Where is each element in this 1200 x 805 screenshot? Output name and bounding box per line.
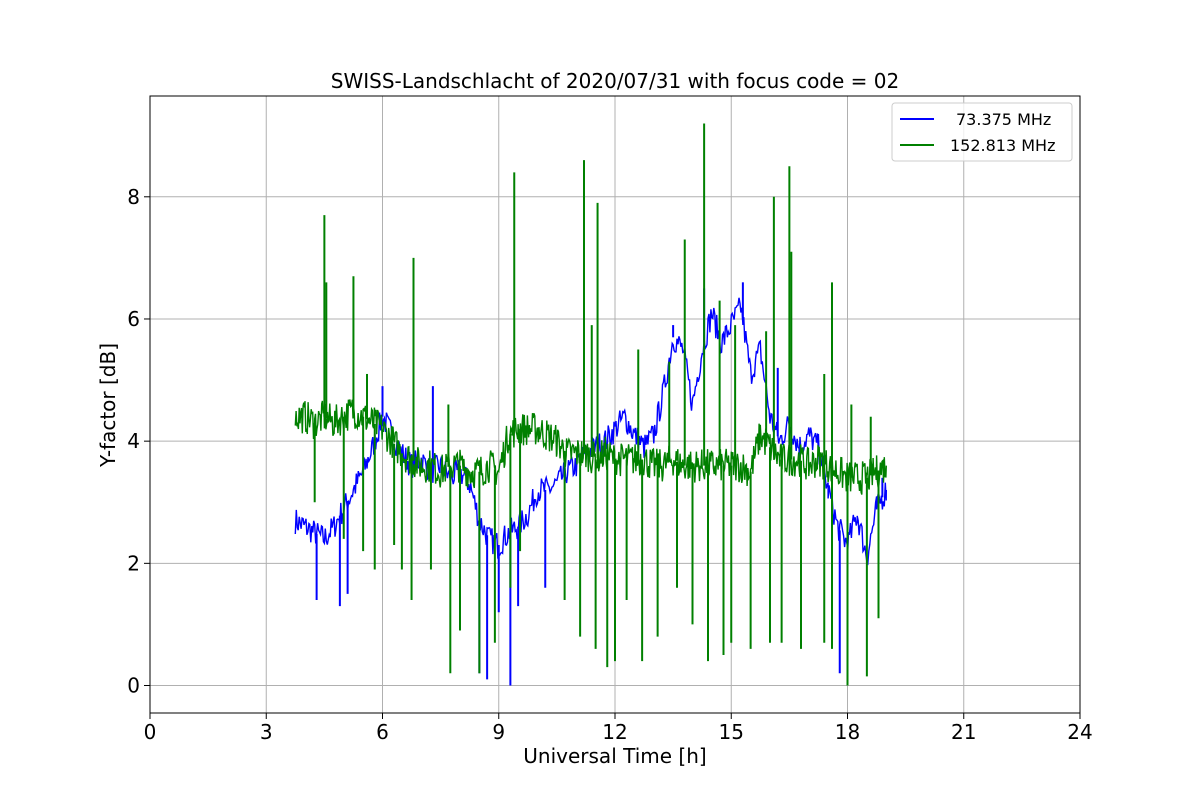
x-axis-label: Universal Time [h]	[523, 744, 706, 768]
y-tick-label: 8	[127, 185, 140, 209]
x-tick-label: 12	[602, 720, 627, 744]
legend-label-series-1: 73.375 MHz	[956, 110, 1051, 129]
x-tick-label: 0	[144, 720, 157, 744]
chart-title: SWISS-Landschlacht of 2020/07/31 with fo…	[331, 69, 899, 93]
y-tick-label: 0	[127, 674, 140, 698]
y-tick-label: 2	[127, 551, 140, 575]
y-axis-ticks: 0 2 4 6 8	[127, 185, 150, 698]
legend: 73.375 MHz 152.813 MHz	[891, 102, 1073, 162]
x-tick-label: 15	[719, 720, 744, 744]
x-tick-label: 6	[376, 720, 389, 744]
series-line	[294, 399, 887, 495]
x-axis-ticks: 0 3 6 9 12 15 18 21 24	[144, 713, 1093, 744]
y-tick-label: 4	[127, 429, 140, 453]
x-tick-label: 3	[260, 720, 273, 744]
x-tick-label: 24	[1067, 720, 1092, 744]
x-tick-label: 21	[951, 720, 976, 744]
plot-area	[294, 123, 887, 686]
x-tick-label: 18	[835, 720, 860, 744]
x-tick-label: 9	[492, 720, 505, 744]
legend-box	[891, 102, 1073, 162]
legend-label-series-2: 152.813 MHz	[950, 136, 1055, 155]
y-axis-label: Y-factor [dB]	[96, 343, 120, 468]
y-tick-label: 6	[127, 307, 140, 331]
series-2	[294, 123, 887, 686]
